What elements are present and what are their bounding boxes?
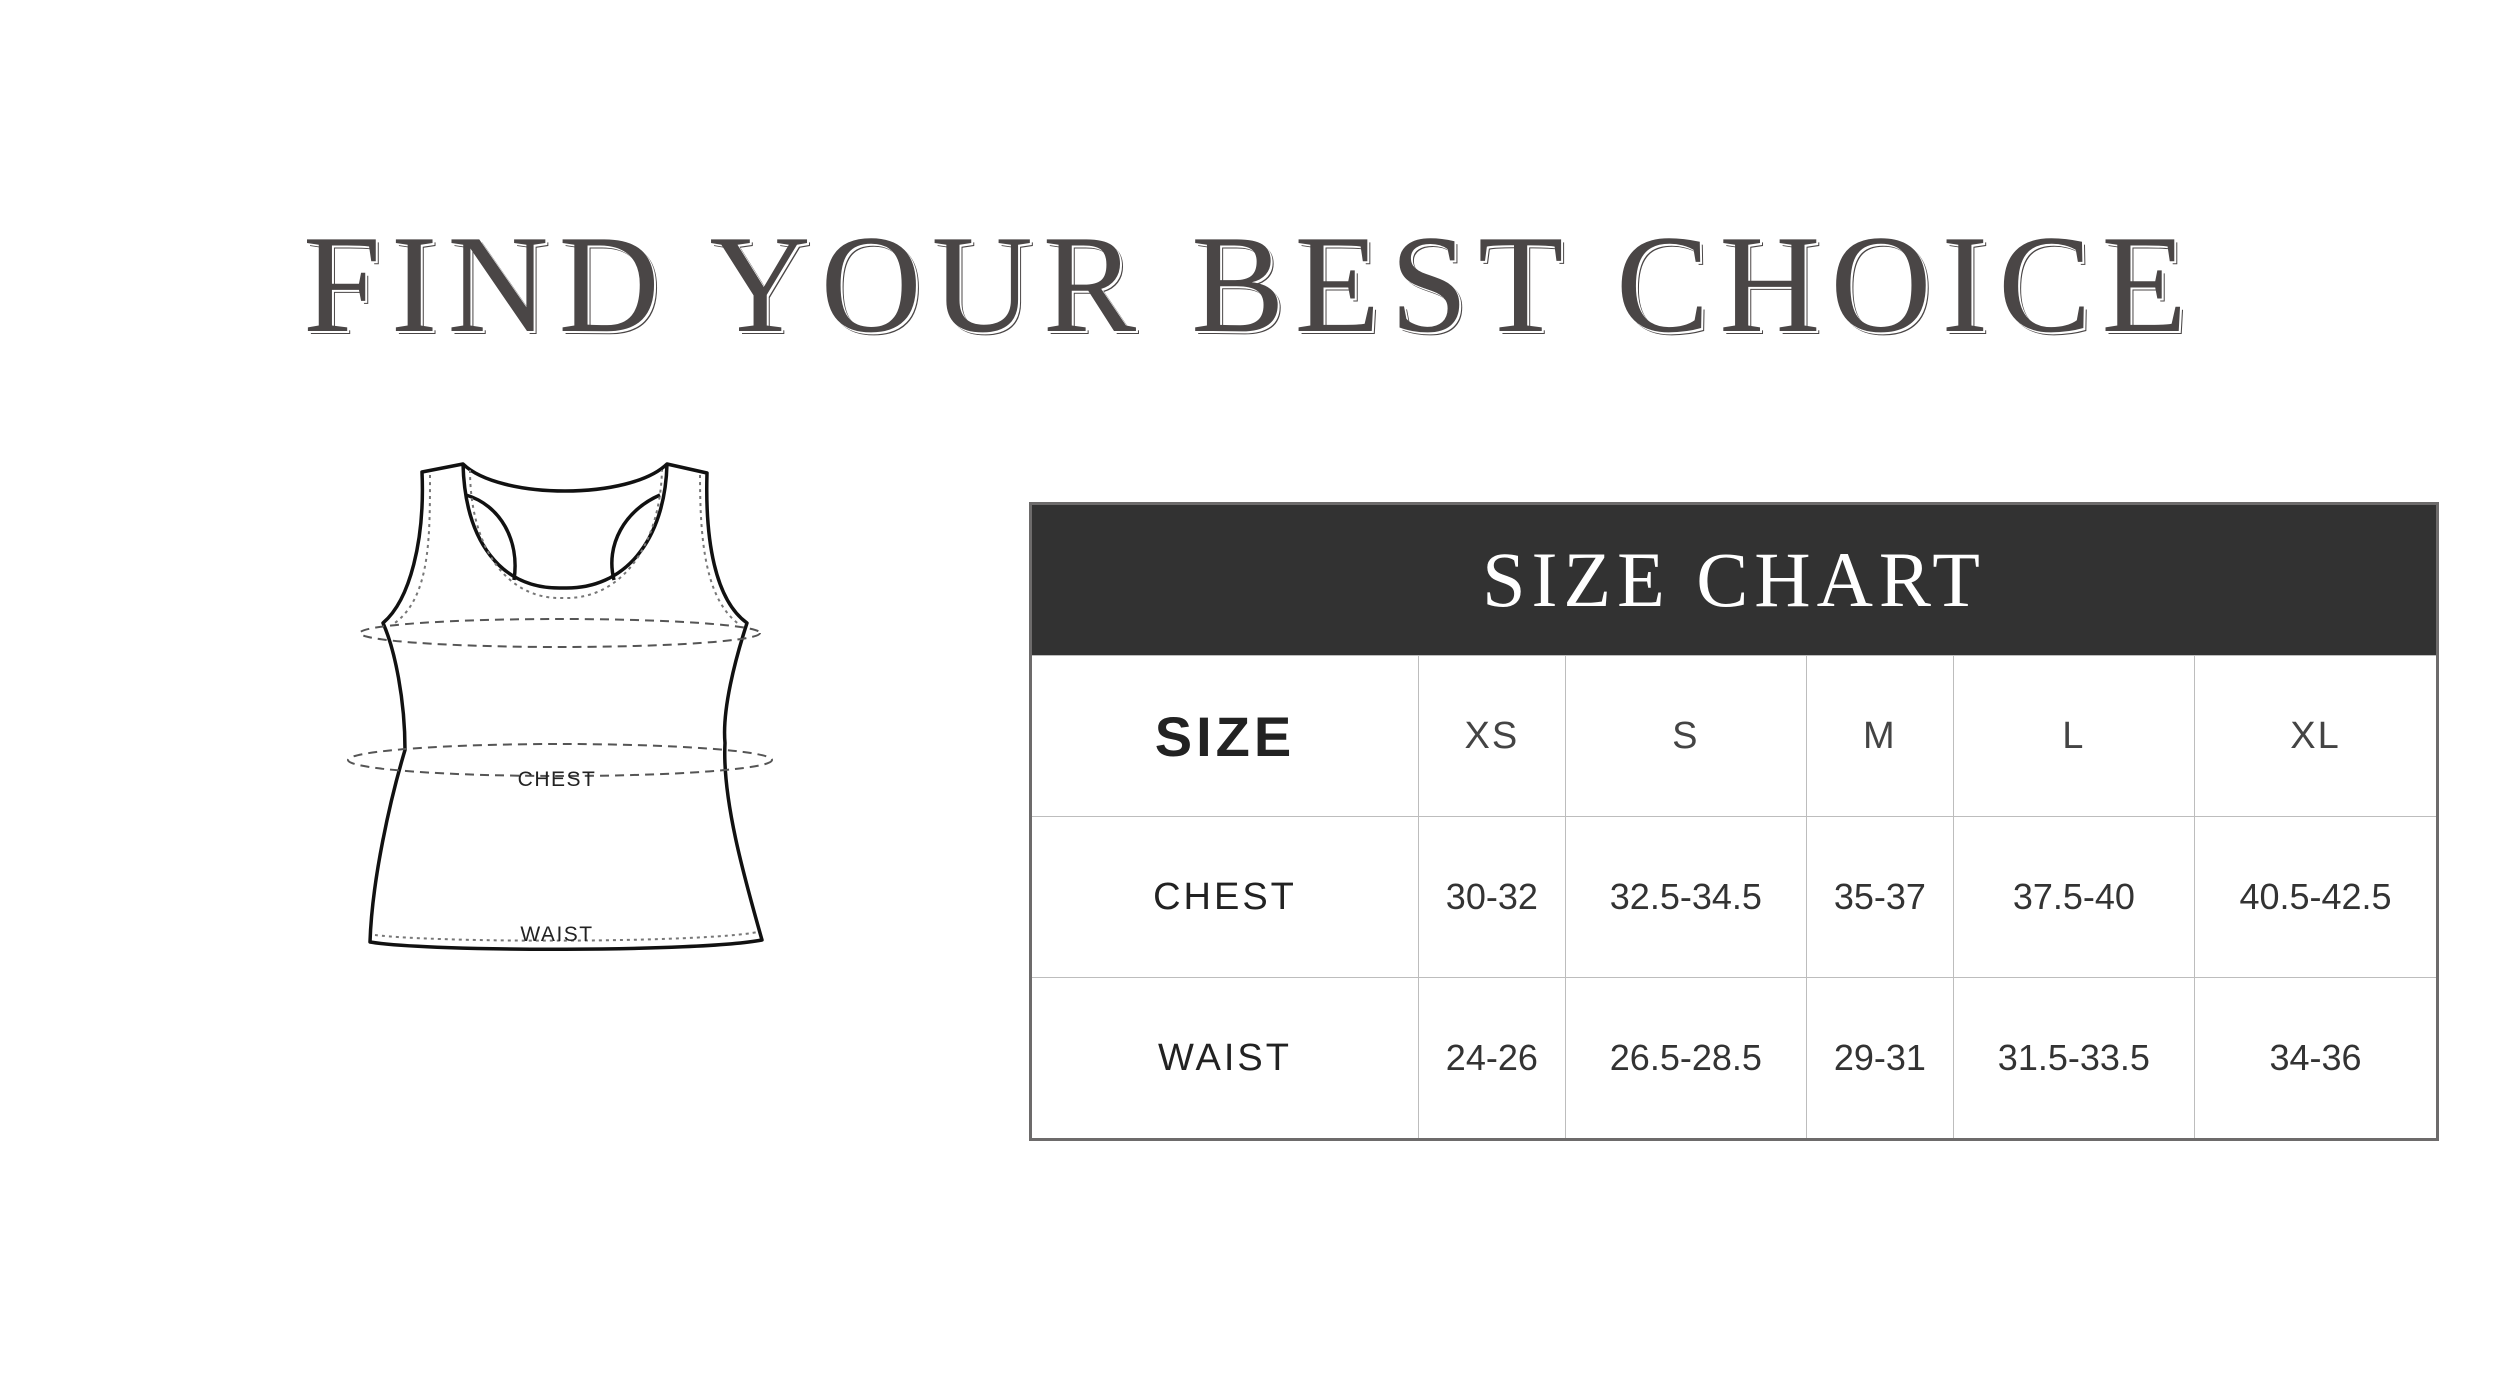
racerback-left bbox=[465, 493, 517, 581]
size-chart-table: SIZE CHART SIZE XS S M L XL CHEST 30-32 … bbox=[1029, 502, 2439, 1141]
table-row-size: SIZE XS S M L XL bbox=[1030, 655, 2438, 817]
size-cell: M bbox=[1806, 655, 1954, 817]
size-cell: S bbox=[1564, 655, 1808, 817]
size-cell: XS bbox=[1418, 655, 1566, 817]
value-cell: 24-26 bbox=[1418, 977, 1566, 1140]
size-cell: XL bbox=[2194, 655, 2438, 817]
row-label: CHEST bbox=[1030, 816, 1419, 978]
chest-label: CHEST bbox=[518, 768, 597, 791]
waist-label: WAIST bbox=[520, 923, 593, 946]
row-label: WAIST bbox=[1030, 977, 1419, 1140]
value-cell: 30-32 bbox=[1418, 816, 1566, 978]
value-cell: 37.5-40 bbox=[1952, 816, 2196, 978]
waist-measure-line bbox=[347, 743, 773, 777]
tank-outline bbox=[368, 462, 764, 951]
table-row-chest: CHEST 30-32 32.5-34.5 35-37 37.5-40 40.5… bbox=[1030, 816, 2438, 978]
value-cell: 29-31 bbox=[1806, 977, 1954, 1140]
chest-measure-line bbox=[359, 618, 761, 648]
value-cell: 26.5-28.5 bbox=[1564, 977, 1808, 1140]
size-chart-title: SIZE CHART bbox=[1030, 503, 2438, 656]
value-cell: 35-37 bbox=[1806, 816, 1954, 978]
value-cell: 34-36 bbox=[2194, 977, 2438, 1140]
page-title: FIND YOUR BEST CHOICE bbox=[302, 207, 2198, 362]
row-label: SIZE bbox=[1030, 655, 1419, 817]
value-cell: 32.5-34.5 bbox=[1564, 816, 1808, 978]
value-cell: 40.5-42.5 bbox=[2194, 816, 2438, 978]
size-cell: L bbox=[1952, 655, 2196, 817]
racerback-right bbox=[610, 493, 661, 581]
value-cell: 31.5-33.5 bbox=[1952, 977, 2196, 1140]
neckline bbox=[461, 463, 669, 590]
table-row-waist: WAIST 24-26 26.5-28.5 29-31 31.5-33.5 34… bbox=[1030, 977, 2438, 1140]
